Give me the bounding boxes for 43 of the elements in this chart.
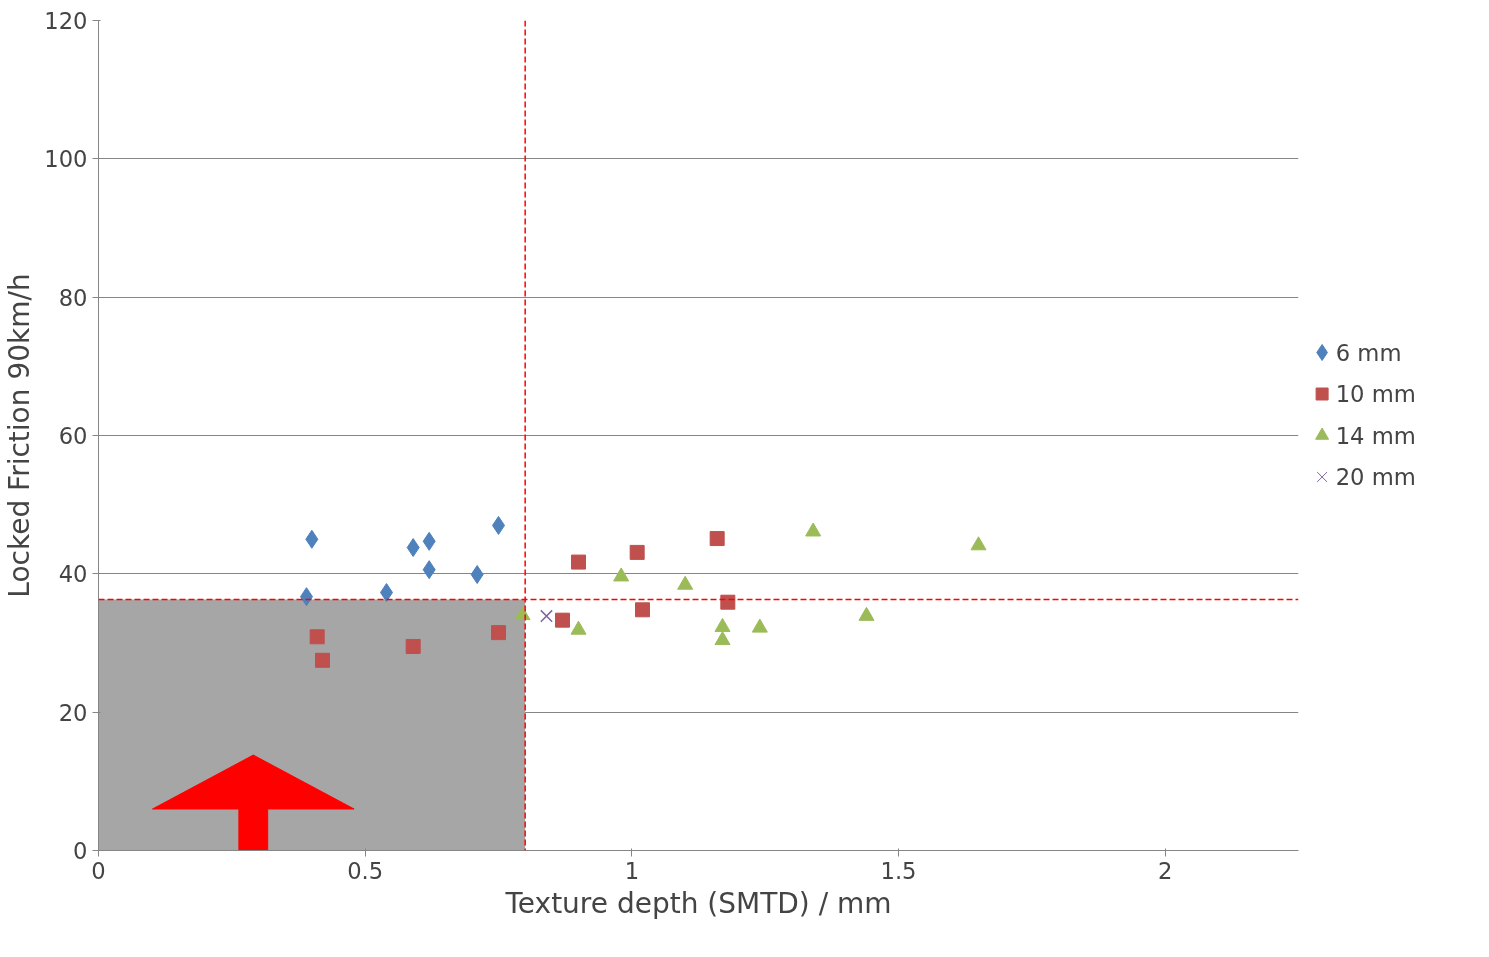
y-tick-label: 100 bbox=[44, 146, 88, 173]
point bbox=[540, 609, 553, 623]
point bbox=[571, 554, 586, 570]
point bbox=[970, 536, 987, 551]
point bbox=[491, 625, 506, 641]
point bbox=[470, 565, 484, 585]
y-axis-title: Locked Friction 90km/h bbox=[3, 273, 37, 598]
point bbox=[422, 531, 436, 551]
y-tick-label: 40 bbox=[58, 561, 88, 588]
point bbox=[555, 612, 570, 628]
point bbox=[709, 531, 725, 547]
point bbox=[315, 652, 330, 668]
x-tick-label: 2 bbox=[1157, 857, 1173, 884]
y-tick-label: 80 bbox=[58, 284, 88, 311]
legend-label: 14 mm bbox=[1335, 422, 1416, 449]
x-tick-label: 1.5 bbox=[880, 857, 917, 884]
legend-label: 20 mm bbox=[1335, 464, 1416, 490]
point bbox=[305, 529, 319, 549]
point bbox=[751, 618, 768, 633]
point bbox=[805, 522, 822, 537]
x-tick-label: 1 bbox=[624, 857, 640, 884]
point bbox=[714, 631, 731, 646]
legend-label: 10 mm bbox=[1335, 381, 1416, 407]
point bbox=[613, 567, 630, 582]
point bbox=[714, 617, 731, 632]
point bbox=[635, 602, 650, 618]
legend-label: 6 mm bbox=[1335, 339, 1402, 366]
point bbox=[405, 638, 421, 654]
x-tick-label: 0.5 bbox=[347, 857, 384, 884]
x-axis-title: Texture depth (SMTD) / mm bbox=[504, 886, 892, 920]
y-tick-label: 0 bbox=[73, 838, 88, 864]
y-tick-label: 120 bbox=[44, 8, 88, 34]
y-tick-label: 60 bbox=[58, 423, 88, 449]
point bbox=[422, 560, 436, 580]
y-tick-label: 20 bbox=[58, 699, 88, 726]
point bbox=[629, 544, 645, 560]
point bbox=[720, 594, 736, 610]
point bbox=[570, 620, 587, 635]
point bbox=[406, 538, 420, 558]
point bbox=[309, 629, 325, 645]
x-tick-label: 0 bbox=[91, 857, 106, 884]
point bbox=[858, 606, 875, 621]
point bbox=[677, 575, 694, 590]
